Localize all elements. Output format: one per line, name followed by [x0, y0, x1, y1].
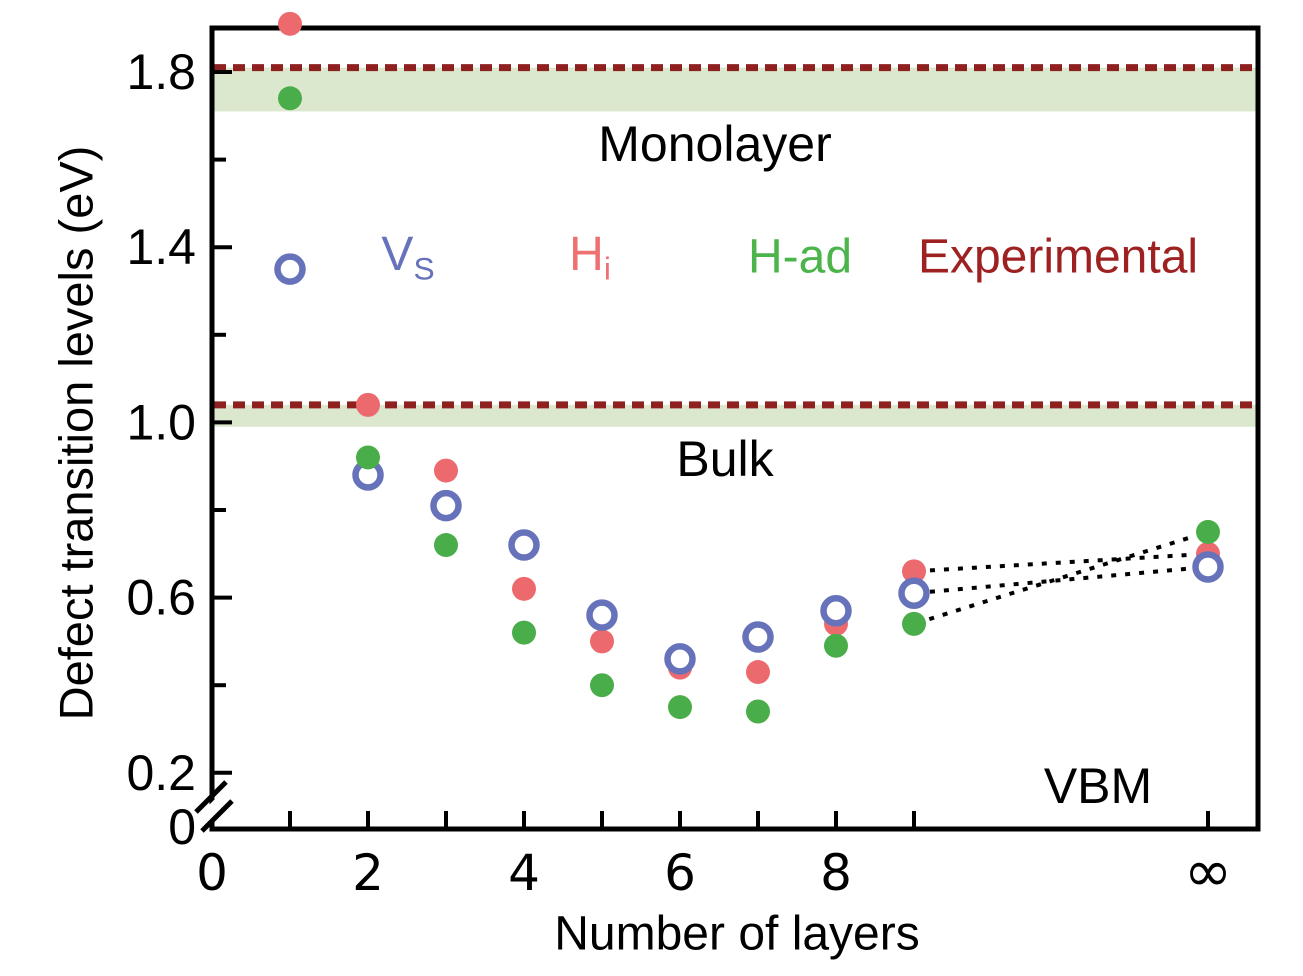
axis-break-icon	[200, 799, 234, 833]
y-tick-label: 1.4	[126, 219, 196, 275]
x-tick-label: 2	[352, 844, 384, 902]
plot-border	[209, 25, 1261, 832]
data-point-had	[746, 699, 770, 724]
x-tick-label: 8	[820, 844, 852, 902]
data-point-had	[590, 673, 614, 698]
data-point-had	[1196, 519, 1220, 544]
y-tick-label: 0	[168, 799, 196, 855]
x-tick-label: 4	[508, 844, 540, 902]
connector-line-h-ad	[928, 534, 1194, 622]
data-point-vs	[508, 529, 540, 561]
x-axis-title: Number of layers	[554, 907, 920, 961]
data-point-hi	[590, 629, 614, 654]
data-point-hi	[902, 559, 926, 584]
data-point-hi	[746, 660, 770, 685]
data-point-vs	[898, 577, 930, 609]
data-point-had	[902, 611, 926, 636]
x-tick-label: ∞	[1184, 837, 1232, 905]
data-point-vs	[586, 599, 618, 631]
data-point-hi	[278, 11, 302, 36]
annotation-monolayer: Monolayer	[598, 116, 832, 172]
x-tick-label: 0	[196, 844, 228, 902]
data-point-vs	[1192, 551, 1224, 583]
data-point-hi	[434, 458, 458, 483]
legend-item-vs: VS	[381, 227, 434, 288]
legend-vs-label: V	[381, 227, 414, 281]
y-tick-label: 1.0	[126, 394, 196, 450]
axis-break-mask	[198, 786, 232, 829]
data-point-vs	[820, 594, 852, 627]
legend-hi-subscript: i	[603, 250, 611, 287]
legend-had-label: H-ad	[747, 230, 853, 284]
legend-item-experimental: Experimental	[918, 230, 1198, 285]
data-point-vs	[274, 253, 306, 285]
annotation-bulk: Bulk	[676, 431, 774, 487]
data-point-hi	[512, 576, 536, 601]
connector-line-vs	[929, 566, 1193, 594]
legend-experimental-label: Experimental	[917, 230, 1199, 284]
data-point-had	[668, 695, 692, 720]
legend-vs-subscript: S	[413, 250, 435, 287]
data-point-had	[512, 620, 536, 645]
data-point-had	[278, 86, 302, 111]
data-point-vs	[430, 489, 462, 522]
y-tick-label: 0.2	[126, 745, 196, 801]
y-axis-title: Defect transition levels (eV)	[49, 145, 103, 721]
data-point-hi	[356, 392, 380, 417]
legend-item-hi: Hi	[569, 227, 611, 288]
data-point-vs	[664, 643, 696, 675]
data-point-vs	[742, 621, 774, 653]
y-tick-label: 1.8	[126, 44, 196, 100]
legend-item-had: H-ad	[748, 230, 852, 285]
x-tick-label: 6	[664, 844, 696, 902]
connector-line-hi	[929, 552, 1193, 573]
annotation-vbm: VBM	[1043, 758, 1153, 814]
experimental-band-bulk	[214, 404, 1256, 427]
data-point-had	[434, 533, 458, 558]
data-point-had	[824, 633, 848, 658]
data-point-had	[356, 445, 380, 470]
experimental-band-monolayer	[214, 67, 1256, 112]
legend-hi-label: H	[569, 227, 604, 281]
y-tick-label: 0.6	[126, 570, 196, 626]
axis-break-icon	[194, 780, 228, 814]
